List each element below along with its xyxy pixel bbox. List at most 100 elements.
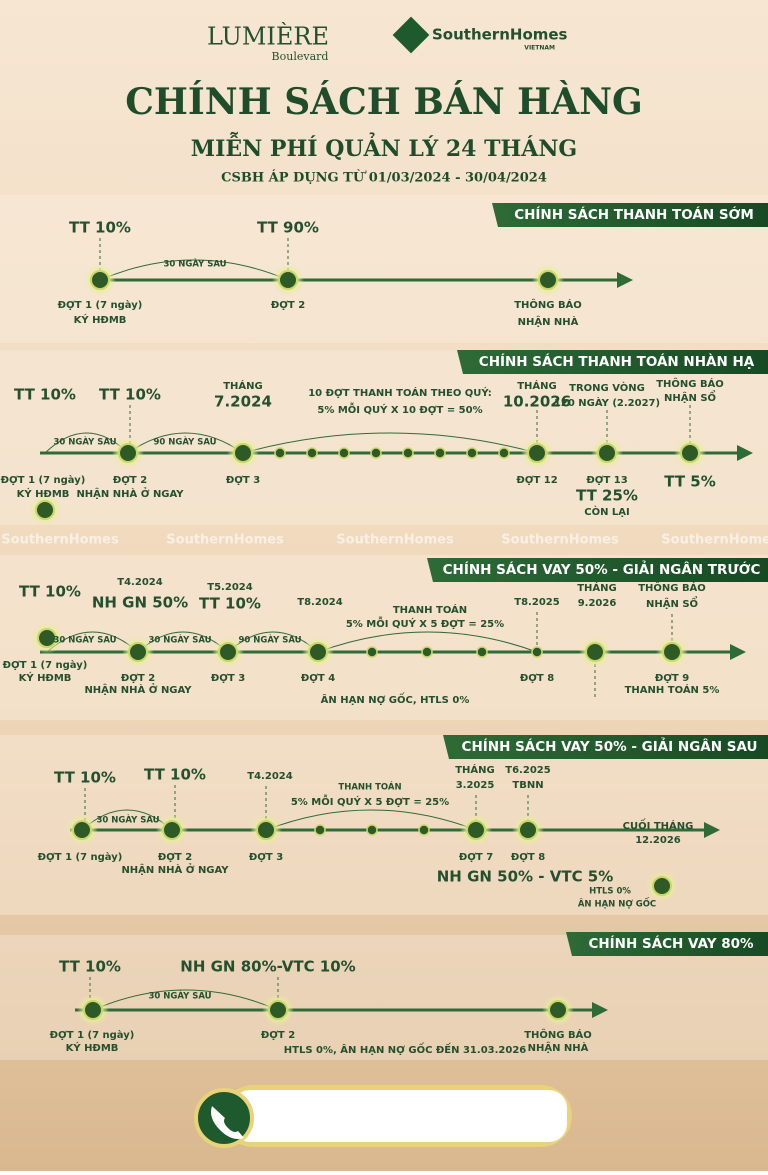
node-small — [498, 447, 510, 459]
label: TT 10% — [144, 766, 206, 784]
label: TT 10% — [99, 386, 161, 404]
label: NHẬN NHÀ Ở NGAY — [76, 486, 184, 500]
label: THÁNG — [517, 379, 557, 392]
node — [268, 1000, 288, 1020]
label: KÝ HĐMB — [17, 487, 70, 500]
label: ÂN HẠN NỢ GỐC — [578, 897, 656, 910]
label: 9.2026 — [578, 598, 617, 609]
label: 30 NGÀY SAU — [148, 634, 211, 646]
label: ĐỢT 1 (7 ngày) — [1, 474, 86, 486]
label: TT 10% — [59, 958, 121, 976]
label: NHẬN SỔ — [664, 389, 716, 404]
node-small — [476, 646, 488, 658]
watermark: SouthernHomes — [501, 533, 619, 548]
watermark: SouthernHomes — [661, 533, 768, 548]
label: 30 NGÀY SAU — [96, 814, 159, 826]
label: THÁNG — [455, 763, 495, 776]
contact-box[interactable] — [232, 1090, 567, 1142]
brand: LUMIÈRE — [207, 22, 329, 51]
label: 120 NGÀY (2.2027) — [554, 396, 660, 409]
label: ĐỢT 4 — [301, 673, 335, 684]
label: ĐỢT 8 — [511, 852, 545, 863]
node-small — [338, 447, 350, 459]
brand: SouthernHomes — [432, 26, 568, 44]
node-small — [531, 646, 543, 658]
label: ĐỢT 13 — [586, 475, 627, 486]
logo-icon — [392, 16, 430, 54]
banner — [457, 350, 768, 374]
label: KÝ HĐMB — [74, 313, 127, 326]
label: ĐỢT 3 — [211, 673, 245, 684]
node-small — [370, 447, 382, 459]
label: ĐỢT 2 — [158, 852, 192, 863]
label: T4.2024 — [247, 771, 292, 782]
node — [662, 642, 682, 662]
period: CSBH ÁP DỤNG TỪ 01/03/2024 - 30/04/2024 — [221, 169, 547, 186]
label: ĐỢT 1 (7 ngày) — [50, 1029, 135, 1041]
label: 5% MỖI QUÝ X 10 ĐỢT = 50% — [317, 401, 482, 416]
label: 12.2026 — [635, 835, 681, 846]
arc — [92, 989, 279, 1011]
label: 30 NGÀY SAU — [163, 258, 226, 270]
label: CUỐI THÁNG — [623, 817, 694, 832]
label: NHẬN NHÀ — [528, 1041, 589, 1054]
label: NHẬN NHÀ Ở NGAY — [121, 862, 229, 876]
label: ĐỢT 7 — [459, 852, 493, 863]
watermark: SouthernHomes — [336, 533, 454, 548]
label: ĐỢT 8 — [520, 673, 554, 684]
label: ĐỢT 2 — [121, 673, 155, 684]
arrow-head — [730, 644, 746, 660]
label: TBNN — [512, 780, 543, 791]
label: ĐỢT 3 — [226, 475, 260, 486]
label: KÝ HĐMB — [66, 1041, 119, 1054]
node — [35, 500, 55, 520]
label: ĐỢT 1 (7 ngày) — [58, 299, 143, 311]
arc — [242, 432, 538, 454]
label: ĐỢT 1 (7 ngày) — [38, 851, 123, 863]
label: ĐỢT 1 (7 ngày) — [3, 659, 88, 671]
banner — [566, 932, 768, 956]
node-small — [402, 447, 414, 459]
node — [37, 628, 57, 648]
arc — [317, 631, 538, 653]
label: NH GN 50% - VTC 5% — [437, 868, 614, 886]
banner — [427, 558, 768, 582]
banner-title: CHÍNH SÁCH THANH TOÁN NHÀN HẠ — [479, 353, 755, 370]
banner-title: CHÍNH SÁCH VAY 50% - GIẢI NGÂN TRƯỚC — [443, 559, 761, 578]
label: T8.2024 — [297, 597, 342, 608]
banner — [492, 203, 768, 227]
label: THÔNG BÁO — [514, 298, 582, 311]
label: NHẬN SỔ — [646, 595, 698, 610]
node — [278, 270, 298, 290]
label: NH GN 80%-VTC 10% — [180, 958, 355, 976]
label: THANH TOÁN 5% — [625, 683, 720, 696]
node-small — [274, 447, 286, 459]
node — [218, 642, 238, 662]
label: TT 10% — [54, 769, 116, 787]
label: NH GN 50% — [92, 594, 188, 612]
label: ĐỢT 2 — [113, 475, 147, 486]
node — [72, 820, 92, 840]
node-small — [434, 447, 446, 459]
node — [83, 1000, 103, 1020]
label: 5% MỖI QUÝ X 5 ĐỢT = 25% — [291, 793, 449, 808]
label: THÁNG — [577, 581, 617, 594]
arrow-head — [737, 445, 753, 461]
label: 30 NGÀY SAU — [53, 436, 116, 448]
node — [585, 642, 605, 662]
node — [527, 443, 547, 463]
label: 90 NGÀY SAU — [153, 436, 216, 448]
title: CHÍNH SÁCH BÁN HÀNG — [125, 81, 642, 123]
label: T5.2024 — [207, 582, 252, 593]
arrow-head — [617, 272, 633, 288]
node — [548, 1000, 568, 1020]
node-small — [466, 447, 478, 459]
label: 5% MỖI QUÝ X 5 ĐỢT = 25% — [346, 615, 504, 630]
label: 10 ĐỢT THANH TOÁN THEO QUÝ: — [308, 386, 492, 399]
node — [680, 443, 700, 463]
label: T4.2024 — [117, 577, 162, 588]
banner-title: CHÍNH SÁCH VAY 80% — [588, 935, 754, 952]
brand-sub: Boulevard — [272, 50, 329, 63]
label: 30 NGÀY SAU — [53, 634, 116, 646]
